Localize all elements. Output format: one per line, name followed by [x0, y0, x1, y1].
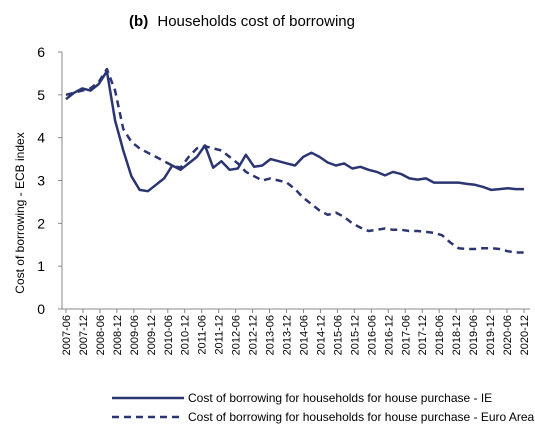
series-line-ie	[65, 70, 524, 193]
y-tick-label: 1	[37, 258, 45, 274]
x-tick-label: 2014-12	[315, 315, 327, 355]
legend-label-ie: Cost of borrowing for households for hou…	[188, 391, 492, 405]
x-tick-label: 2007-06	[61, 315, 73, 355]
x-tick-label: 2010-06	[163, 315, 175, 355]
legend-label-ea: Cost of borrowing for households for hou…	[188, 410, 535, 424]
y-tick-label: 4	[37, 130, 45, 146]
x-tick-label: 2017-12	[417, 315, 429, 355]
y-tick-label: 2	[37, 215, 45, 231]
chart-title-prefix: (b)	[129, 13, 148, 30]
x-tick-label: 2019-06	[468, 315, 480, 355]
legend: Cost of borrowing for households for hou…	[112, 391, 535, 424]
y-tick-label: 5	[37, 87, 45, 103]
x-tick-label: 2011-06	[197, 315, 209, 355]
x-tick-label: 2012-06	[231, 315, 243, 355]
chart-title-text: Households cost of borrowing	[157, 13, 355, 30]
x-tick-label: 2020-12	[519, 315, 531, 355]
y-axis-label: Cost of borrowing - ECB index	[13, 132, 27, 293]
y-axis-ticks: 0 1 2 3 4 5 6	[37, 44, 62, 317]
x-tick-label: 2016-06	[366, 315, 378, 355]
x-tick-label: 2011-12	[214, 315, 226, 355]
x-tick-label: 2009-06	[129, 315, 141, 355]
series-line-euro-area	[65, 67, 524, 254]
x-tick-label: 2018-12	[451, 315, 463, 355]
y-tick-label: 3	[37, 173, 45, 189]
x-tick-label: 2008-12	[112, 315, 124, 355]
x-tick-label: 2009-12	[146, 315, 158, 355]
x-tick-label: 2016-12	[383, 315, 395, 355]
x-tick-label: 2018-06	[434, 315, 446, 355]
x-tick-label: 2015-06	[332, 315, 344, 355]
x-tick-label: 2012-12	[248, 315, 260, 355]
x-tick-label: 2010-12	[180, 315, 192, 355]
x-tick-label: 2015-12	[349, 315, 361, 355]
x-tick-label: 2017-06	[400, 315, 412, 355]
series-group	[65, 67, 524, 254]
x-tick-label: 2013-12	[282, 315, 294, 355]
x-tick-label: 2019-12	[485, 315, 497, 355]
y-tick-label: 0	[37, 301, 45, 317]
chart-title: (b) Households cost of borrowing	[129, 13, 355, 30]
x-tick-label: 2008-06	[95, 315, 107, 355]
x-tick-label: 2020-06	[502, 315, 514, 355]
x-tick-label: 2013-06	[265, 315, 277, 355]
x-tick-label: 2014-06	[298, 315, 310, 355]
x-axis-ticks: 2007-06 2007-12 2008-06 2008-12 2009-06 2009-…	[61, 309, 531, 355]
x-tick-label: 2007-12	[78, 315, 90, 355]
y-tick-label: 6	[37, 44, 45, 60]
